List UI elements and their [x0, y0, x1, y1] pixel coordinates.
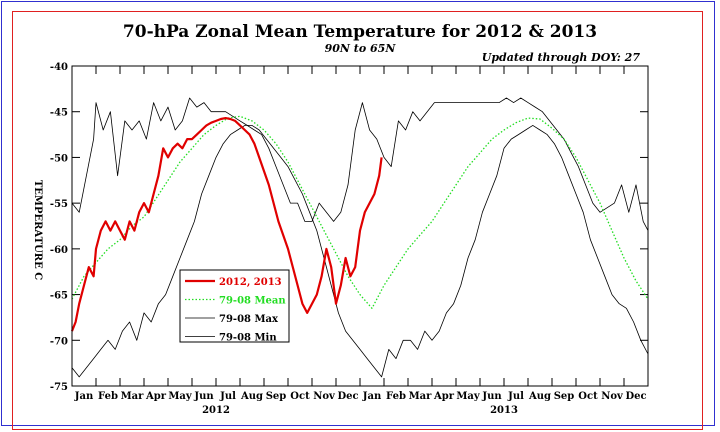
- x-month-label: May: [456, 391, 481, 402]
- x-month-label: May: [168, 391, 193, 402]
- x-month-label: Aug: [240, 391, 263, 402]
- x-month-label: Jul: [219, 391, 236, 402]
- x-year-label: 2013: [490, 405, 518, 416]
- plot-area-border: [71, 65, 649, 387]
- x-year-label: 2012: [202, 405, 230, 416]
- x-month-label: Jan: [74, 391, 94, 402]
- x-month-label: Jun: [481, 391, 502, 402]
- legend: 2012, 2013 79-08 Mean 79-08 Max 79-08 Min: [179, 269, 290, 344]
- x-axis-ticks: Jan Feb Mar Apr May Jun Jul Aug Sep Oct Nov Dec Jan F…: [71, 66, 649, 416]
- update-note: Updated through DOY: 27: [482, 51, 641, 64]
- x-month-label: Apr: [433, 391, 455, 402]
- legend-label: 79-08 Min: [219, 333, 277, 344]
- x-month-label: Mar: [121, 391, 145, 402]
- chart-title: 70-hPa Zonal Mean Temperature for 2012 &…: [123, 22, 597, 42]
- series-line-79-08-mean: [71, 115, 649, 309]
- x-month-label: Aug: [528, 391, 551, 402]
- x-month-label: Jan: [362, 391, 382, 402]
- x-month-label: Sep: [266, 391, 287, 402]
- y-tick-label: -45: [50, 108, 68, 119]
- x-month-label: Jul: [507, 391, 524, 402]
- series-line-79-08-max: [71, 97, 649, 231]
- y-tick-label: -75: [50, 382, 68, 393]
- y-tick-label: -60: [50, 245, 68, 256]
- y-tick-label: -70: [50, 336, 68, 347]
- x-month-label: Mar: [409, 391, 433, 402]
- x-month-label: Oct: [290, 391, 310, 402]
- y-tick-label: -50: [50, 153, 68, 164]
- x-month-label: Nov: [313, 391, 336, 402]
- x-month-label: Oct: [578, 391, 598, 402]
- series-line-79-08-min: [71, 125, 649, 378]
- series-layer: [70, 97, 649, 378]
- x-month-label: Nov: [601, 391, 624, 402]
- legend-label: 79-08 Max: [219, 314, 279, 325]
- x-month-label: Apr: [145, 391, 167, 402]
- y-tick-label: -65: [50, 291, 68, 302]
- x-month-label: Dec: [625, 391, 646, 402]
- chart-subtitle: 90N to 65N: [325, 42, 397, 55]
- inner-border-red: [12, 11, 703, 430]
- x-month-label: Dec: [337, 391, 358, 402]
- legend-label: 79-08 Mean: [219, 296, 286, 307]
- y-axis-label: TEMPERATURE C: [32, 180, 43, 280]
- x-month-label: Feb: [98, 391, 118, 402]
- legend-label: 2012, 2013: [219, 277, 282, 288]
- outer-border-blue: [1, 1, 715, 426]
- y-tick-label: -55: [50, 199, 68, 210]
- x-month-label: Jun: [193, 391, 214, 402]
- x-month-label: Feb: [386, 391, 406, 402]
- x-month-label: Sep: [554, 391, 575, 402]
- y-axis-ticks: -40 -45 -50 -55 -60 -65 -70 -75: [50, 62, 648, 393]
- y-tick-label: -40: [50, 62, 68, 73]
- series-line-2012-2013: [70, 117, 383, 332]
